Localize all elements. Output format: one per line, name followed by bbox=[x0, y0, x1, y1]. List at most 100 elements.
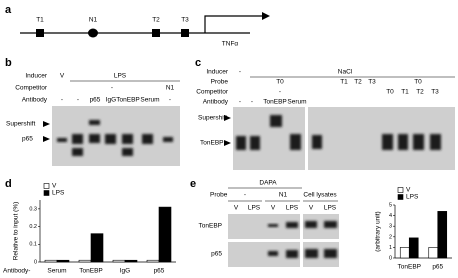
band-label: Supershift bbox=[198, 115, 227, 122]
row-label: Inducer bbox=[206, 69, 229, 76]
lane-label: IgG bbox=[106, 97, 116, 104]
row-label: Competitor bbox=[15, 85, 48, 92]
site-label: T2 bbox=[152, 17, 160, 24]
y-tick-label: 2 bbox=[389, 234, 392, 240]
lane-label: TonEBP bbox=[116, 97, 140, 104]
bar bbox=[56, 259, 70, 263]
y-tick-label: 5 bbox=[389, 202, 392, 208]
bar bbox=[90, 233, 104, 263]
legend-swatch bbox=[43, 190, 50, 196]
bar bbox=[44, 259, 58, 263]
bar bbox=[78, 259, 92, 263]
lane-label: NaCl bbox=[338, 69, 353, 76]
x-tick-label: TonEBP bbox=[398, 264, 422, 271]
gel-bands bbox=[236, 115, 441, 150]
bar bbox=[428, 247, 439, 259]
legend-label: V bbox=[52, 183, 57, 190]
lane-label: T2 bbox=[416, 89, 424, 96]
section-title: DAPA bbox=[259, 180, 277, 187]
blot-bands bbox=[268, 221, 337, 258]
lane-label: V bbox=[60, 73, 65, 80]
x-tick-label: TonEBP bbox=[79, 268, 103, 275]
lane-label: T2 bbox=[354, 79, 362, 86]
lane-label: T0 bbox=[386, 89, 394, 96]
row-label: Antibody bbox=[22, 97, 48, 104]
site-label: T3 bbox=[181, 17, 189, 24]
site-label: T1 bbox=[36, 17, 44, 24]
legend-label: LPS bbox=[52, 190, 65, 197]
tss-arrow bbox=[204, 15, 262, 33]
lane-label: Serum bbox=[287, 99, 306, 106]
panel-label: d bbox=[5, 178, 12, 190]
lane-label: - bbox=[61, 97, 63, 104]
y-axis-label: Relative to input (%) bbox=[13, 202, 20, 261]
y-tick-label: 0 bbox=[34, 259, 37, 265]
y-tick-label: 4 bbox=[389, 213, 392, 219]
y-tick-label: 0 bbox=[389, 255, 392, 261]
legend-swatch bbox=[397, 187, 404, 193]
bar bbox=[437, 211, 448, 259]
lane-label: T0 bbox=[276, 79, 284, 86]
lane-label: V bbox=[271, 205, 276, 212]
bar bbox=[408, 237, 419, 259]
band-arrow bbox=[224, 115, 231, 121]
lane-label: - bbox=[77, 97, 79, 104]
y-axis-label: (arbitrary unit) bbox=[375, 211, 382, 251]
bar bbox=[124, 259, 138, 263]
x-tick-label: p65 bbox=[432, 264, 443, 271]
lane-label: p65 bbox=[90, 97, 101, 104]
lane-label: T1 bbox=[401, 89, 409, 96]
lane-label: T1 bbox=[340, 79, 348, 86]
row-label: TonEBP bbox=[199, 223, 223, 230]
lane-label: TonEBP bbox=[263, 99, 287, 106]
y-tick-label: 1 bbox=[389, 245, 392, 251]
lane-label: - bbox=[239, 99, 241, 106]
bar bbox=[112, 259, 126, 263]
band-arrow bbox=[43, 136, 50, 142]
x-axis-label: Antibody- bbox=[3, 268, 30, 275]
lane-label: T3 bbox=[368, 79, 376, 86]
y-tick-label: 0.3 bbox=[29, 206, 37, 212]
lane-label: LPS bbox=[286, 205, 299, 212]
lane-label: V bbox=[309, 205, 314, 212]
bar bbox=[158, 206, 172, 263]
x-tick-label: p65 bbox=[154, 268, 165, 275]
lane-label: - bbox=[169, 97, 171, 104]
lane-label: - bbox=[244, 192, 246, 199]
lane-label: N1 bbox=[279, 192, 288, 199]
lane-label: - bbox=[239, 69, 241, 76]
legend-label: LPS bbox=[406, 194, 419, 201]
x-tick-label: IgG bbox=[120, 268, 130, 275]
panel-label: c bbox=[195, 57, 201, 69]
lane-label: LPS bbox=[324, 205, 337, 212]
legend-label: V bbox=[406, 187, 411, 194]
lane-label: N1 bbox=[166, 85, 175, 92]
row-label: Probe bbox=[211, 79, 229, 86]
lane-label: Cell lysates bbox=[303, 192, 337, 199]
band-arrow bbox=[43, 121, 50, 127]
site-circle bbox=[88, 28, 98, 38]
band-label: Supershift bbox=[6, 121, 35, 128]
bar bbox=[146, 259, 160, 263]
lane-label: LPS bbox=[114, 73, 127, 80]
row-label: Antibody bbox=[203, 99, 229, 106]
panel-label: b bbox=[5, 57, 12, 69]
row-label: Competitor bbox=[196, 89, 229, 96]
site-label: N1 bbox=[89, 17, 98, 24]
arrow-head bbox=[262, 12, 270, 20]
legend-swatch bbox=[43, 183, 50, 189]
site-box bbox=[181, 29, 189, 37]
lane-label: T3 bbox=[431, 89, 439, 96]
row-label: p65 bbox=[211, 251, 222, 258]
y-tick-label: 0.1 bbox=[29, 242, 37, 248]
lane-label: - bbox=[111, 85, 113, 92]
bar bbox=[399, 247, 410, 259]
band-label: p65 bbox=[22, 136, 33, 143]
row-label: Probe bbox=[210, 192, 228, 199]
x-tick-label: Serum bbox=[47, 268, 66, 275]
lane-label: LPS bbox=[248, 205, 261, 212]
lane-label: T0 bbox=[414, 79, 422, 86]
site-box bbox=[152, 29, 160, 37]
lane-label: - bbox=[279, 89, 281, 96]
